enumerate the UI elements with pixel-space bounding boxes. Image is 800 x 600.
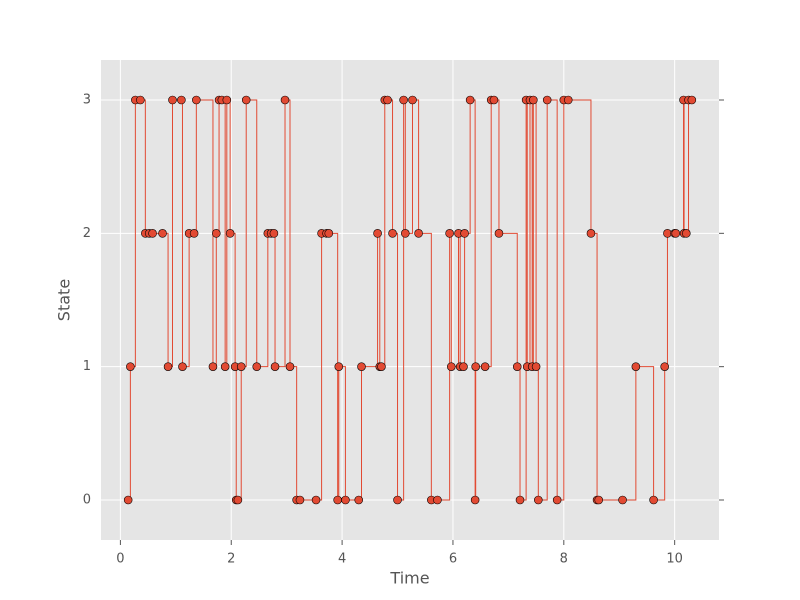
y-tick-label: 2	[83, 226, 91, 241]
point	[241, 95, 251, 105]
point	[311, 495, 321, 505]
point	[236, 362, 246, 371]
point	[660, 362, 669, 371]
plot-area	[101, 60, 719, 540]
point	[252, 362, 262, 371]
point	[220, 362, 230, 371]
point	[563, 95, 573, 105]
x-tick-label: 0	[116, 552, 124, 567]
point	[148, 229, 157, 238]
point	[445, 229, 454, 238]
point	[163, 362, 173, 371]
point	[269, 229, 279, 238]
point	[414, 229, 423, 238]
point	[465, 95, 475, 105]
point	[681, 229, 691, 238]
point	[211, 229, 221, 238]
point	[377, 362, 386, 371]
point	[270, 362, 280, 371]
point	[341, 495, 350, 505]
point	[295, 495, 305, 505]
point	[512, 362, 522, 371]
point	[192, 95, 201, 105]
point	[399, 95, 408, 105]
point	[222, 95, 232, 105]
point	[168, 95, 177, 105]
point	[542, 95, 552, 105]
y-axis-label: State	[55, 279, 74, 321]
point	[480, 362, 490, 371]
x-tick-label: 4	[338, 552, 346, 567]
point	[408, 95, 417, 105]
point	[470, 495, 480, 505]
x-axis-label: Time	[389, 569, 429, 588]
point	[433, 495, 442, 505]
x-tick-label: 8	[560, 552, 568, 567]
y-tick-label: 0	[83, 493, 91, 508]
point	[494, 229, 504, 238]
point	[357, 362, 366, 371]
point	[618, 495, 627, 505]
point	[586, 229, 596, 238]
point	[285, 362, 295, 371]
point	[208, 362, 218, 371]
point	[515, 495, 525, 505]
point	[529, 95, 538, 105]
point	[531, 362, 541, 371]
point	[663, 229, 672, 238]
point	[552, 495, 562, 505]
point	[393, 495, 402, 505]
point	[671, 229, 681, 238]
point	[446, 362, 456, 371]
x-tick-label: 2	[227, 552, 235, 567]
point	[334, 362, 344, 371]
x-tick-label: 10	[666, 552, 683, 567]
point	[178, 362, 187, 371]
point	[489, 95, 499, 105]
point	[631, 362, 641, 371]
y-tick-label: 3	[83, 93, 91, 108]
point	[354, 495, 364, 505]
point	[471, 362, 480, 371]
point	[280, 95, 290, 105]
point	[459, 362, 468, 371]
point	[687, 95, 697, 105]
point	[233, 495, 243, 505]
point	[400, 229, 410, 238]
point	[324, 229, 334, 238]
point	[189, 229, 199, 238]
point	[649, 495, 658, 505]
y-tick-label: 1	[83, 359, 91, 374]
point	[460, 229, 469, 238]
point	[594, 495, 604, 505]
point	[136, 95, 145, 105]
point	[534, 495, 543, 505]
point	[383, 95, 392, 105]
point	[158, 229, 167, 238]
point	[333, 495, 342, 505]
point	[123, 495, 133, 505]
point	[177, 95, 186, 105]
point	[388, 229, 397, 238]
point	[225, 229, 235, 238]
point	[373, 229, 382, 238]
x-tick-label: 6	[449, 552, 457, 567]
point	[126, 362, 135, 371]
